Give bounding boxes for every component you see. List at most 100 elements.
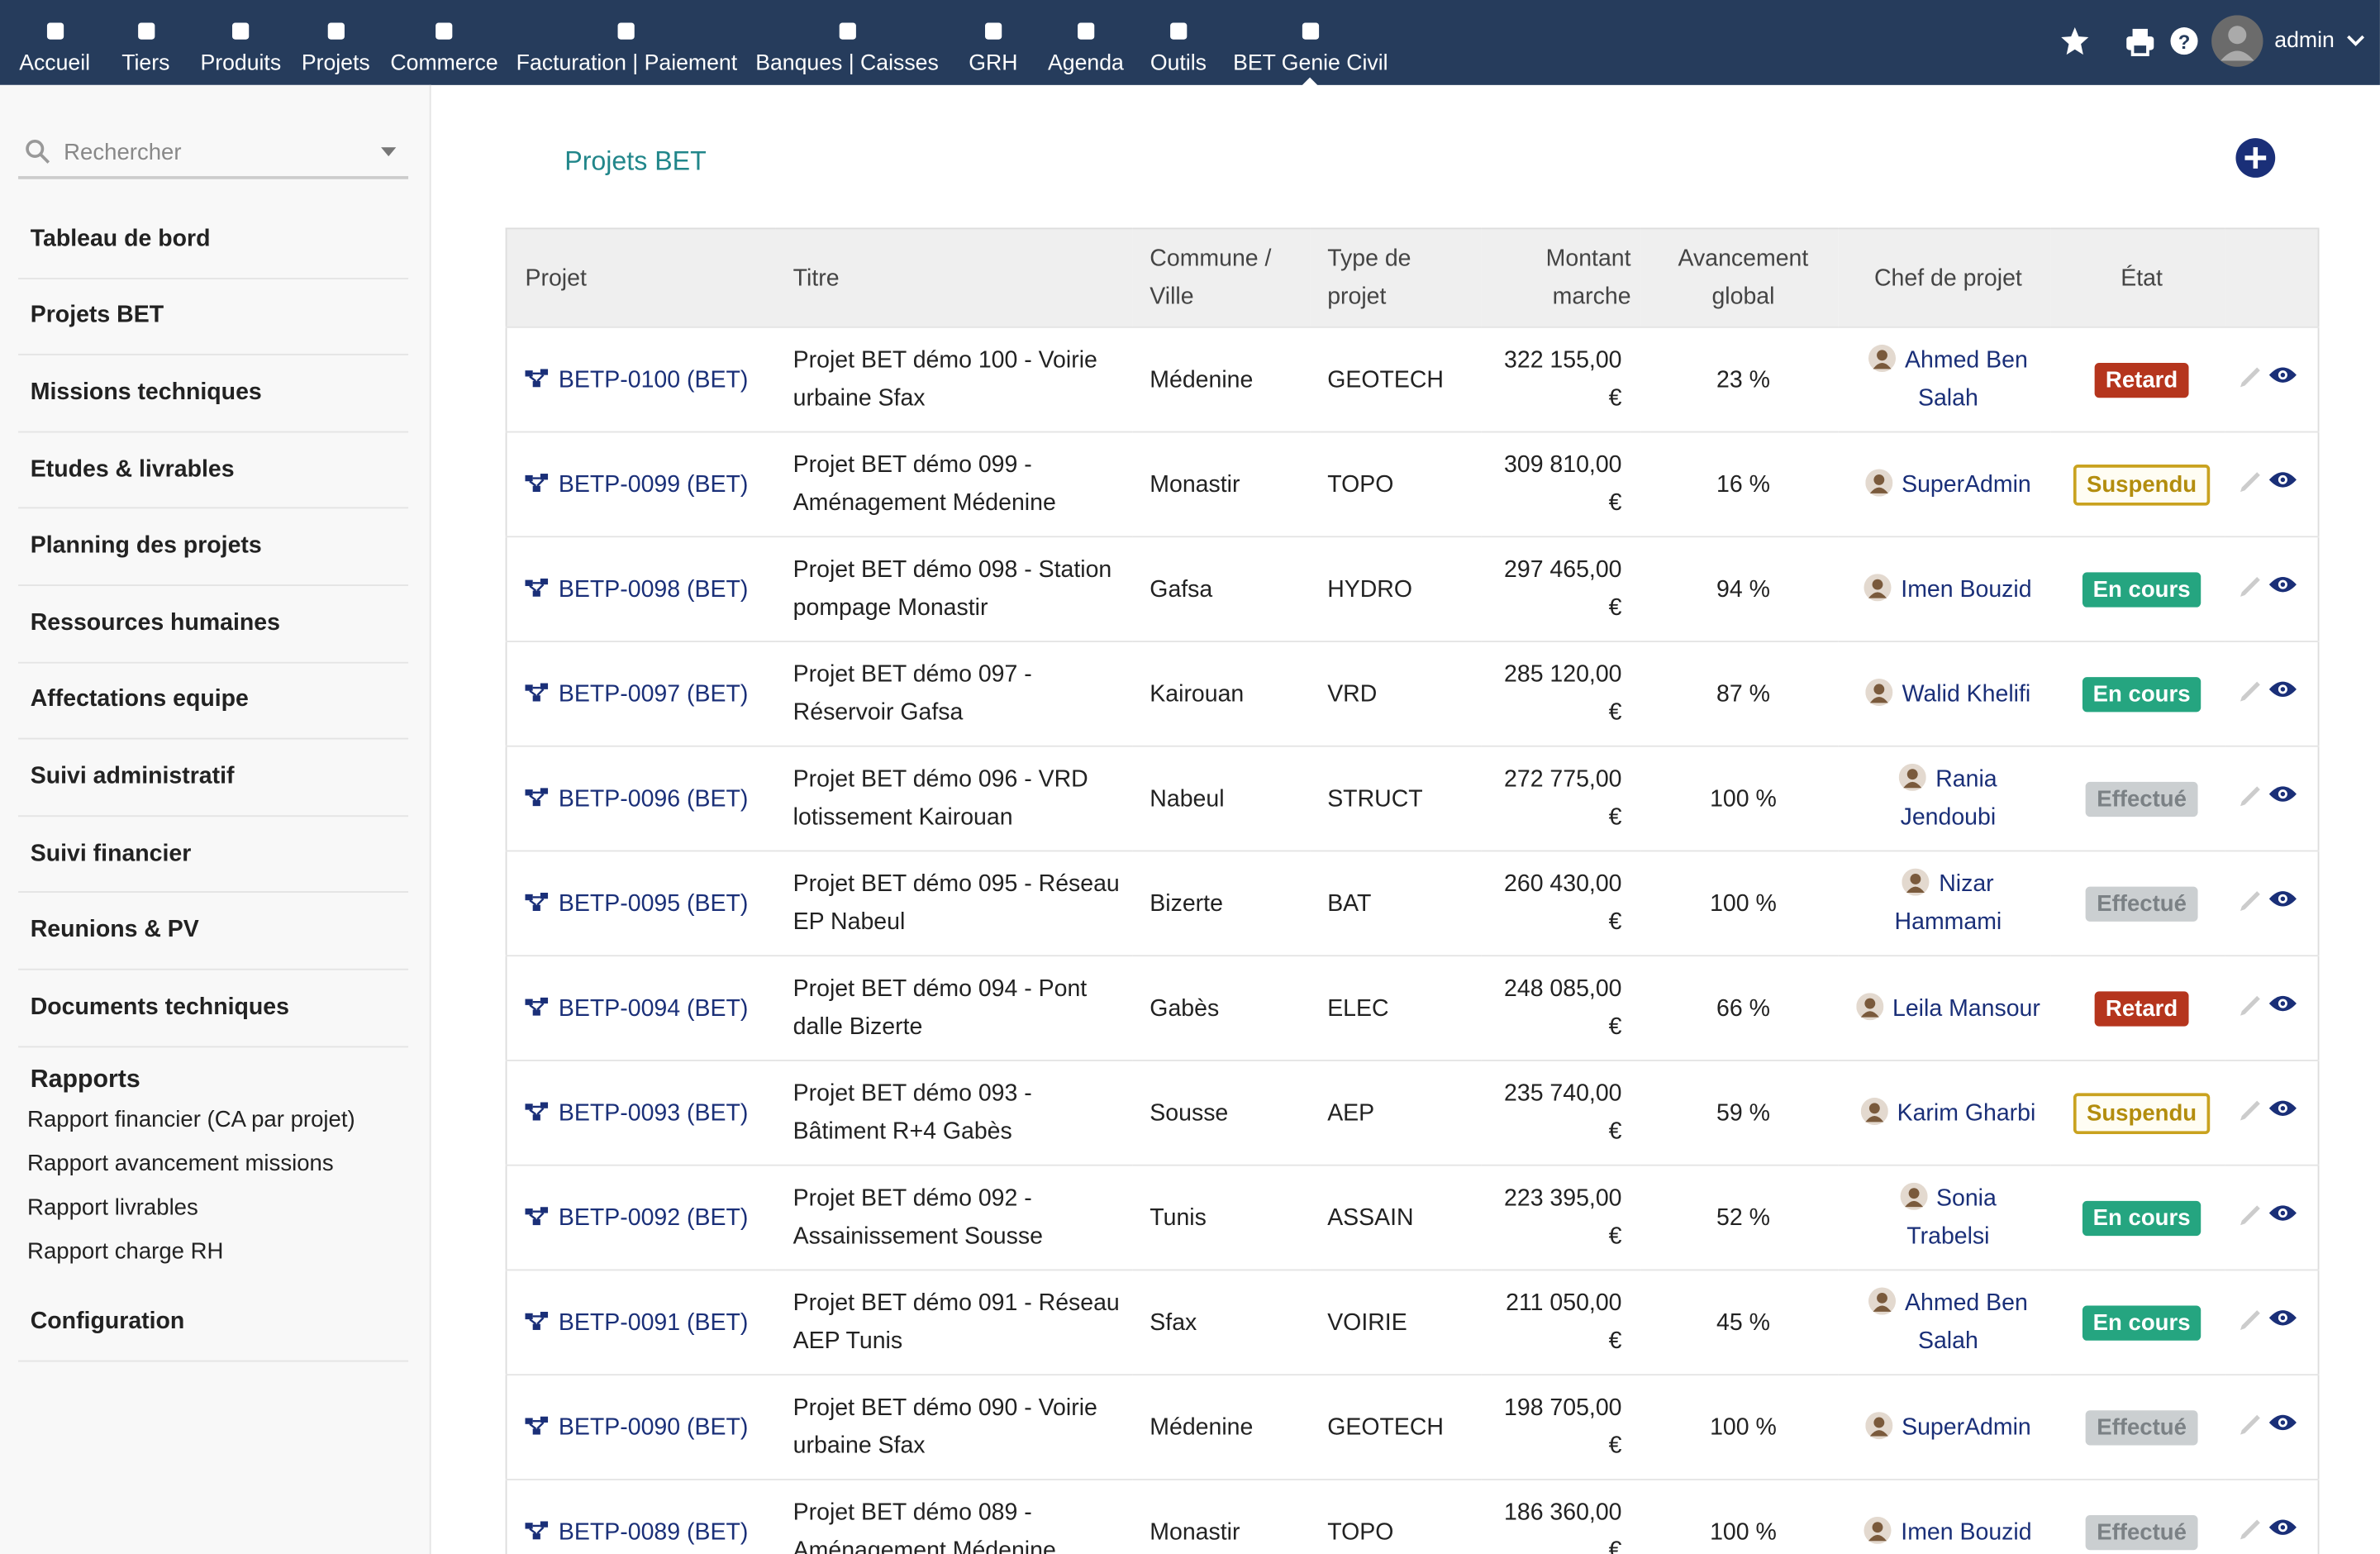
type-cell: BAT (1309, 850, 1481, 956)
manager-link[interactable]: Rania Jendoubi (1900, 766, 1997, 831)
commune-cell: Tunis (1131, 1164, 1310, 1270)
manager-link[interactable]: SuperAdmin (1902, 471, 2031, 498)
project-link[interactable]: BETP-0098 (BET) (558, 576, 749, 603)
column-header (2224, 228, 2319, 327)
reports-title[interactable]: Rapports (30, 1065, 140, 1093)
edit-icon (2240, 1309, 2259, 1330)
commune-cell: Médenine (1131, 1374, 1310, 1480)
main-menu: Accueil Tiers Produits Projets Commerce Factu… (9, 0, 1397, 87)
project-link[interactable]: BETP-0091 (BET) (558, 1309, 749, 1336)
report-link[interactable]: Rapport avancement missions (27, 1150, 334, 1176)
nav-item[interactable]: BET Genie Civil (1224, 0, 1397, 87)
nav-item[interactable]: Tiers (100, 0, 191, 85)
nav-item[interactable]: Accueil (9, 0, 100, 85)
manager-link[interactable]: Sonia Trabelsi (1906, 1185, 1997, 1250)
nav-icon (984, 22, 1002, 40)
bookmark-icon[interactable] (2059, 26, 2089, 56)
project-link[interactable]: BETP-0099 (BET) (558, 471, 749, 498)
caret[interactable] (2347, 33, 2365, 48)
report-link[interactable]: Rapport livrables (27, 1194, 198, 1220)
nav-item[interactable]: Outils (1133, 0, 1224, 85)
project-link[interactable]: BETP-0093 (BET) (558, 1099, 749, 1126)
commune-cell: Sfax (1131, 1269, 1310, 1375)
type-cell: VOIRIE (1309, 1269, 1481, 1375)
table-body: BETP-0100 (BET) Projet BET démo 100 - Voi… (506, 326, 2319, 1554)
title-cell: Projet BET démo 099 - Aménagement Médeni… (774, 431, 1132, 537)
project-link[interactable]: BETP-0096 (BET) (558, 785, 749, 812)
print-icon[interactable] (2123, 26, 2156, 56)
manager-link[interactable]: Karim Gharbi (1897, 1099, 2036, 1126)
menu-item[interactable]: Suivi financier (18, 817, 409, 894)
manager-link[interactable]: Ahmed Ben Salah (1905, 1290, 2028, 1355)
manager-link[interactable]: SuperAdmin (1902, 1413, 2031, 1441)
progress-cell: 23 % (1640, 326, 1838, 432)
table-row: BETP-0100 (BET) Projet BET démo 100 - Voi… (506, 326, 2319, 432)
project-link[interactable]: BETP-0089 (BET) (558, 1518, 749, 1545)
nav-item[interactable]: Facturation | Paiement (507, 0, 747, 85)
manager-link[interactable]: Nizar Hammami (1894, 871, 2002, 936)
menu-item[interactable]: Ressources humaines (18, 586, 409, 663)
progress-cell: 100 % (1640, 850, 1838, 956)
manager-cell: Walid Khelifi (1837, 641, 2050, 746)
progress-cell: 52 % (1640, 1164, 1838, 1270)
project-link[interactable]: BETP-0095 (BET) (558, 890, 749, 917)
add-button[interactable] (2235, 136, 2277, 179)
menu-item[interactable]: Affectations equipe (18, 663, 409, 740)
view-icon (2268, 1309, 2297, 1325)
project-link[interactable]: BETP-0092 (BET) (558, 1204, 749, 1231)
menu-item[interactable]: Configuration (18, 1285, 409, 1362)
menu-item[interactable]: Tableau de bord (18, 202, 409, 279)
report-link[interactable]: Rapport financier (CA par projet) (27, 1106, 355, 1132)
project-cell: BETP-0090 (BET) (506, 1374, 775, 1480)
project-link[interactable]: BETP-0100 (BET) (558, 366, 749, 393)
menu-item[interactable]: Suivi administratif (18, 740, 409, 817)
menu-item[interactable]: Documents techniques (18, 970, 409, 1047)
project-link[interactable]: BETP-0094 (BET) (558, 994, 749, 1022)
nav-label[interactable]: Banques | Caisses (755, 51, 939, 76)
menu-item[interactable]: Projets BET (18, 279, 409, 356)
project-link[interactable]: BETP-0097 (BET) (558, 680, 749, 707)
actions-cell (2224, 1374, 2319, 1480)
actions-cell (2224, 1269, 2319, 1375)
project-icon (525, 892, 549, 911)
nav-label[interactable]: Projets (301, 51, 370, 76)
manager-link[interactable]: Imen Bouzid (1901, 576, 2032, 603)
search-box[interactable]: Rechercher (18, 127, 409, 179)
menu-item[interactable]: Reunions & PV (18, 894, 409, 970)
view-icon (2268, 785, 2297, 801)
table-row: BETP-0089 (BET) Projet BET démo 089 - Amé… (506, 1478, 2319, 1554)
nav-label[interactable]: Agenda (1048, 51, 1124, 76)
nav-item[interactable]: GRH (948, 0, 1039, 85)
help-icon[interactable]: ? (2168, 26, 2199, 56)
nav-item[interactable]: Projets (290, 0, 381, 85)
menu-item[interactable]: Etudes & livrables (18, 432, 409, 509)
column-header: Type de projet (1309, 228, 1481, 327)
nav-label[interactable]: Produits (200, 51, 282, 76)
manager-link[interactable]: Ahmed Ben Salah (1905, 347, 2028, 412)
nav-label[interactable]: Outils (1150, 51, 1207, 76)
actions-cell (2224, 536, 2319, 642)
nav-item[interactable]: Banques | Caisses (746, 0, 948, 85)
commune-cell: Gafsa (1131, 536, 1310, 642)
nav-label[interactable]: Commerce (390, 51, 498, 76)
manager-link[interactable]: Imen Bouzid (1901, 1518, 2032, 1545)
nav-label[interactable]: GRH (969, 51, 1018, 76)
projects-table: Projet Titre Commune / Ville Type de projet… (505, 227, 2320, 1554)
menu-item[interactable]: Planning des projets (18, 509, 409, 586)
report-link[interactable]: Rapport charge RH (27, 1237, 224, 1265)
menu-item[interactable]: Missions techniques (18, 355, 409, 433)
nav-label[interactable]: Accueil (19, 51, 91, 76)
manager-link[interactable]: Walid Khelifi (1902, 680, 2031, 707)
avatar[interactable] (2211, 15, 2263, 67)
nav-label[interactable]: Facturation | Paiement (516, 51, 738, 76)
nav-item[interactable]: Agenda (1039, 0, 1133, 85)
manager-cell: SuperAdmin (1837, 431, 2050, 537)
project-link[interactable]: BETP-0090 (BET) (558, 1413, 749, 1441)
nav-label[interactable]: BET Genie Civil (1233, 51, 1388, 76)
nav-label[interactable]: Tiers (121, 51, 170, 76)
user-name[interactable]: admin (2274, 28, 2335, 54)
project-icon (525, 1520, 549, 1539)
nav-item[interactable]: Produits (191, 0, 290, 85)
manager-link[interactable]: Leila Mansour (1892, 994, 2040, 1022)
nav-item[interactable]: Commerce (381, 0, 507, 85)
